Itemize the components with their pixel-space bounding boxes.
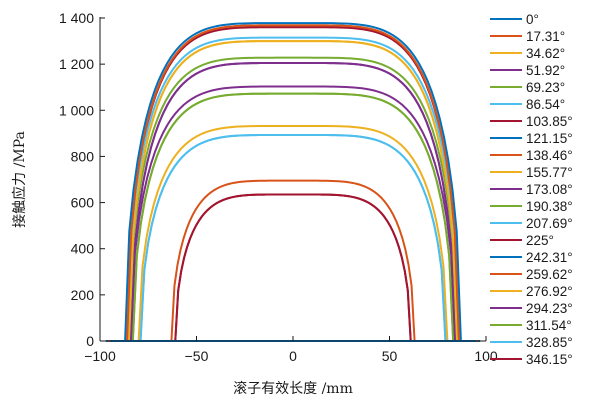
legend-label-17: 294.23° (526, 301, 573, 316)
series-curves (105, 22, 481, 342)
legend-label-19: 328.85° (526, 335, 573, 350)
legend: 0° 17.31° 34.62° 51.92° 69.23° 86.54° 103.85° 1… (490, 12, 573, 367)
series-line-7 (105, 22, 481, 342)
series-line-17 (111, 61, 475, 342)
series-line-11 (109, 56, 477, 342)
x-tick-label: 100 (474, 348, 498, 364)
x-axis-title: 滚子有效长度 /mm (233, 380, 353, 397)
series-line-3 (111, 61, 475, 342)
legend-label-18: 311.54° (526, 318, 572, 333)
y-tick-label: 200 (71, 287, 95, 303)
series-line-4 (113, 92, 473, 342)
x-tick-label: 50 (382, 348, 398, 364)
legend-label-4: 69.23° (526, 80, 565, 95)
series-line-20 (155, 193, 431, 342)
legend-label-9: 155.77° (526, 165, 573, 180)
legend-label-14: 242.31° (526, 250, 573, 265)
y-tick-label: 400 (71, 241, 95, 257)
legend-label-0: 0° (526, 12, 539, 27)
series-line-5 (121, 133, 465, 342)
legend-label-1: 17.31° (526, 29, 565, 44)
y-tick-label: 800 (71, 148, 95, 164)
legend-label-2: 34.62° (526, 46, 565, 61)
y-tick-label: 1 400 (59, 10, 94, 26)
series-line-9 (119, 124, 467, 342)
series-line-15 (107, 24, 479, 342)
legend-label-15: 259.62° (526, 267, 573, 282)
x-tick-label: −100 (84, 348, 116, 364)
y-tick-label: 1 000 (59, 102, 94, 118)
series-line-1 (107, 24, 479, 342)
y-axis-title: 接触应力 /MPa (11, 131, 28, 228)
y-tick-label: 0 (86, 333, 94, 349)
y-tick-label: 1 200 (59, 56, 94, 72)
legend-label-12: 207.69° (526, 216, 573, 231)
series-line-8 (152, 179, 434, 342)
series-line-2 (109, 40, 477, 342)
series-line-10 (111, 85, 475, 342)
legend-label-10: 173.08° (526, 182, 573, 197)
series-line-12 (107, 36, 479, 342)
legend-label-11: 190.38° (526, 199, 573, 214)
y-tick-label: 600 (71, 195, 95, 211)
legend-label-13: 225° (526, 233, 554, 248)
x-tick-label: 0 (289, 348, 297, 364)
legend-label-3: 51.92° (526, 63, 565, 78)
legend-label-6: 103.85° (526, 114, 573, 129)
series-line-6 (155, 193, 431, 342)
legend-label-16: 276.92° (526, 284, 573, 299)
legend-label-20: 346.15° (526, 352, 573, 367)
x-tick-label: −50 (185, 348, 209, 364)
series-line-18 (113, 92, 473, 342)
series-line-13 (107, 26, 479, 342)
legend-label-5: 86.54° (526, 97, 565, 112)
legend-label-8: 138.46° (526, 148, 573, 163)
legend-label-7: 121.15° (526, 131, 573, 146)
